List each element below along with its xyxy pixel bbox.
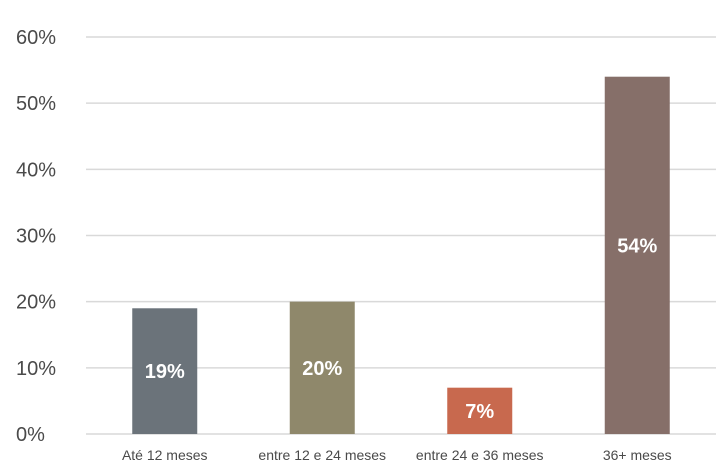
x-tick-label: entre 12 e 24 meses	[258, 447, 386, 463]
y-tick-label: 0%	[16, 424, 45, 446]
y-tick-label: 10%	[16, 358, 56, 380]
y-tick-label: 60%	[16, 27, 56, 49]
x-tick-label: entre 24 e 36 meses	[416, 447, 544, 463]
data-label: 7%	[465, 401, 494, 423]
bar	[447, 387, 513, 434]
x-axis-tick-labels: Até 12 meses entre 12 e 24 meses entre 24 …	[122, 447, 672, 463]
y-tick-label: 40%	[16, 159, 56, 181]
y-tick-label: 30%	[16, 226, 56, 248]
bar	[289, 301, 355, 434]
x-tick-label: Até 12 meses	[122, 447, 208, 463]
x-tick-label: 36+ meses	[603, 447, 672, 463]
y-tick-label: 50%	[16, 93, 56, 115]
y-tick-label: 20%	[16, 292, 56, 314]
bars	[132, 76, 670, 434]
data-label: 54%	[617, 236, 657, 258]
data-label: 19%	[145, 361, 185, 383]
bar	[604, 76, 670, 434]
bar	[132, 308, 198, 434]
y-axis-tick-labels: 0% 10% 20% 30% 40% 50% 60%	[16, 27, 56, 446]
data-labels: 19% 20% 7% 54%	[145, 236, 658, 423]
data-label: 20%	[302, 358, 342, 380]
